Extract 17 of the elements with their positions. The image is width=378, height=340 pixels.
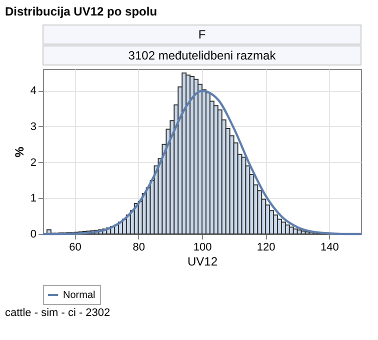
x-tick-label: 80 bbox=[132, 242, 146, 254]
text: cattle - sim - ci - 2302 bbox=[5, 307, 110, 319]
chart-title: Distribucija UV12 po spolu bbox=[5, 4, 158, 18]
x-tick-label: 120 bbox=[256, 242, 276, 254]
y-axis-title: % bbox=[12, 146, 26, 158]
y-tick-label: 3 bbox=[30, 120, 36, 133]
y-tick-label: 1 bbox=[30, 192, 36, 205]
text: F bbox=[198, 28, 206, 42]
legend-label: Normal bbox=[63, 290, 96, 301]
x-tick-label: 60 bbox=[69, 242, 82, 254]
x-axis-title: UV12 bbox=[187, 254, 218, 268]
x-tick-label: 140 bbox=[320, 242, 339, 254]
y-tick-label: 0 bbox=[30, 228, 36, 240]
y-tick-label: 2 bbox=[30, 156, 36, 169]
y-tick-label: 4 bbox=[30, 85, 36, 98]
x-tick-label: 100 bbox=[193, 242, 212, 254]
text: 3102 međutelidbeni razmak bbox=[128, 48, 277, 62]
